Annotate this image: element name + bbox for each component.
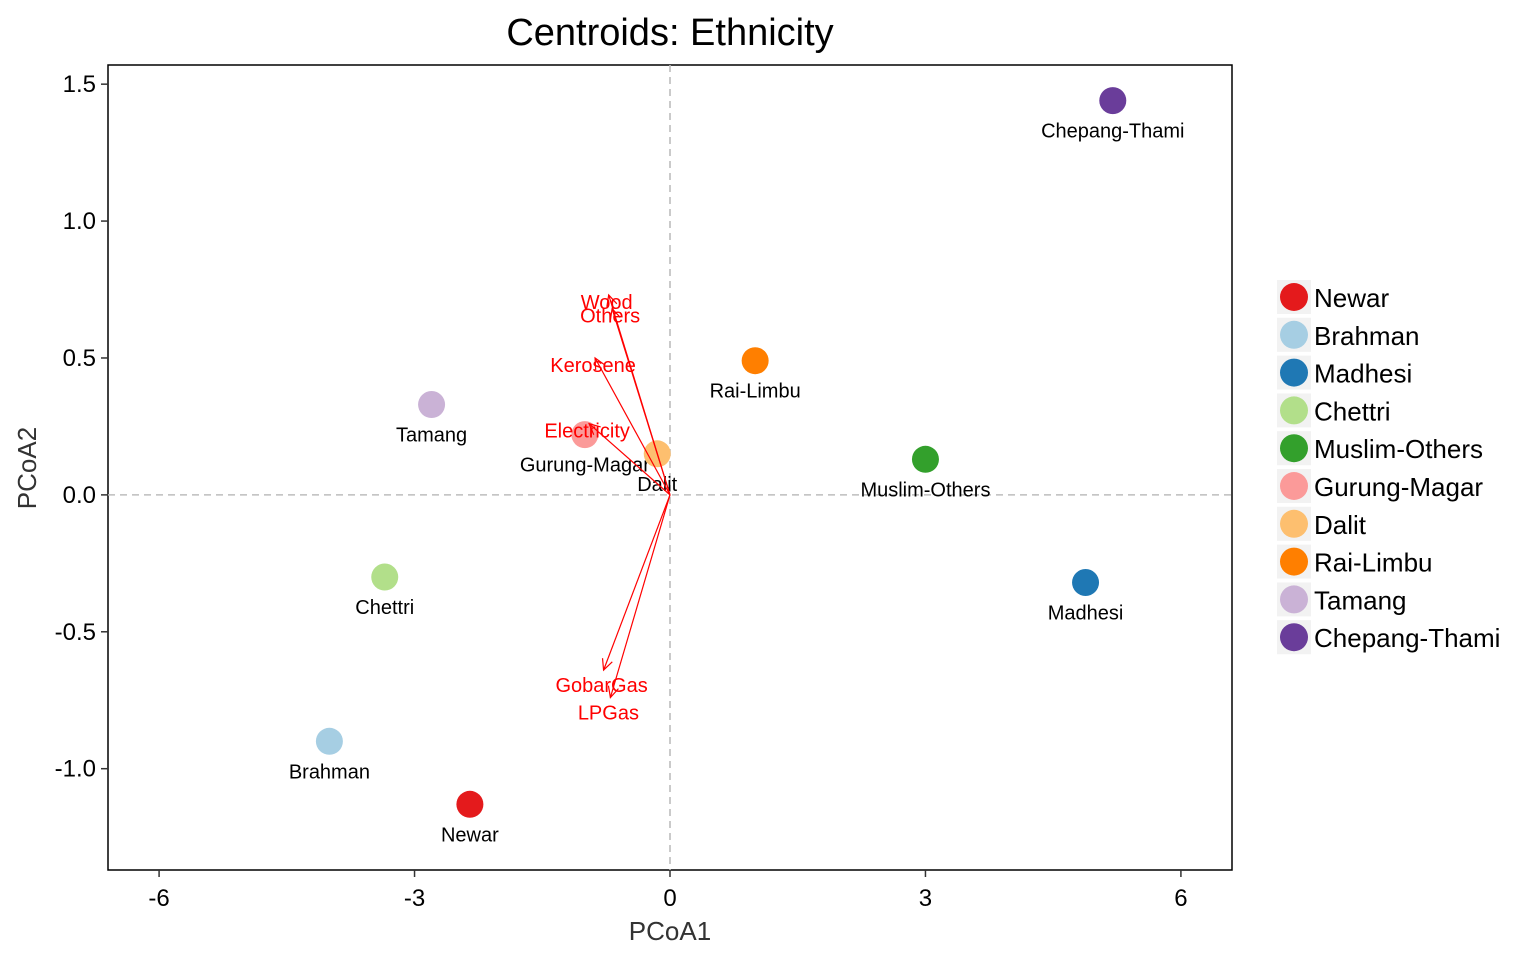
legend-label-brahman: Brahman: [1314, 321, 1420, 351]
legend-swatch-madhesi: [1280, 358, 1308, 387]
y-axis-title: PCoA2: [12, 427, 42, 509]
points: Newar Brahman Madhesi Chettri Muslim-Others G…: [289, 87, 1184, 846]
chart-title: Centroids: Ethnicity: [506, 12, 833, 54]
legend-label-rai-limbu: Rai-Limbu: [1314, 548, 1433, 578]
point-label-tamang: Tamang: [396, 425, 467, 447]
legend-label-chepang-thami: Chepang-Thami: [1314, 623, 1500, 653]
point-madhesi: [1072, 569, 1100, 596]
point-chettri: [371, 563, 399, 591]
legend: Newar Brahman Madhesi Chettri Muslim-Others G…: [1277, 280, 1500, 655]
point-label-chettri: Chettri: [355, 597, 414, 619]
point-rai-limbu: [741, 347, 769, 375]
legend-label-tamang: Tamang: [1314, 585, 1407, 615]
x-axis-title: PCoA1: [629, 916, 711, 946]
legend-swatch-chettri: [1280, 396, 1308, 425]
vector-arrowhead-gobargas: [601, 658, 613, 672]
point-muslim-others: [911, 445, 939, 473]
point-label-chepang-thami: Chepang-Thami: [1041, 121, 1184, 143]
legend-swatch-chepang-thami: [1280, 623, 1308, 652]
vector-lpgas: [609, 494, 671, 698]
y-axis: -1.0 -0.5 0.0 0.5 1.0 1.5: [55, 71, 108, 783]
vector-label-lpgas: LPGas: [578, 703, 639, 725]
vector-arrowhead-electricity: [588, 422, 601, 435]
vector-arrowhead-others: [609, 307, 621, 321]
point-tamang: [418, 391, 446, 419]
vector-label-electricity: Electricity: [544, 421, 630, 443]
legend-label-gurung-magar: Gurung-Magar: [1314, 472, 1483, 502]
point-gurung-magar: [571, 421, 599, 449]
vector-arrowhead-wood: [606, 293, 618, 307]
point-label-gurung-magar: Gurung-Magar: [520, 455, 650, 477]
point-label-newar: Newar: [441, 824, 499, 846]
x-tick-label: 0: [663, 885, 676, 912]
legend-label-madhesi: Madhesi: [1314, 359, 1412, 389]
point-newar: [456, 790, 484, 818]
vector-label-kerosene: Kerosene: [550, 355, 636, 377]
legend-swatch-newar: [1280, 283, 1308, 311]
legend-label-chettri: Chettri: [1314, 396, 1391, 426]
y-tick-label: 1.5: [63, 71, 96, 98]
x-tick-label: 6: [1174, 885, 1187, 912]
x-axis: -6 -3 0 3 6: [148, 870, 1188, 912]
legend-swatch-gurung-magar: [1280, 472, 1308, 500]
point-label-muslim-others: Muslim-Others: [860, 479, 990, 501]
reference-lines: [108, 65, 1232, 870]
point-label-dalit: Dalit: [637, 474, 677, 496]
point-chepang-thami: [1099, 87, 1127, 115]
vector-label-wood: Wood: [581, 292, 633, 314]
point-brahman: [315, 727, 343, 755]
vector-kerosene: [594, 357, 671, 496]
legend-swatch-rai-limbu: [1280, 547, 1308, 576]
x-tick-label: -3: [404, 885, 425, 912]
x-tick-label: -6: [148, 885, 169, 912]
vector-others: [611, 308, 671, 496]
vector-gobargas: [603, 494, 671, 671]
vector-arrowhead-kerosene: [594, 356, 606, 370]
legend-label-newar: Newar: [1314, 283, 1389, 313]
x-tick-label: 3: [919, 885, 932, 912]
legend-swatch-muslim-others: [1280, 434, 1308, 463]
point-label-madhesi: Madhesi: [1048, 603, 1124, 625]
legend-swatch-dalit: [1280, 509, 1308, 538]
y-tick-label: 0.0: [63, 482, 96, 509]
y-tick-label: 1.0: [63, 208, 96, 235]
vector-electricity: [588, 423, 671, 496]
point-label-rai-limbu: Rai-Limbu: [710, 381, 801, 403]
vector-arrowhead-lpgas: [607, 685, 619, 699]
legend-label-dalit: Dalit: [1314, 510, 1367, 540]
y-tick-label: -0.5: [55, 619, 96, 646]
vector-label-gobargas: GobarGas: [555, 675, 647, 697]
y-tick-label: -1.0: [55, 756, 96, 783]
y-tick-label: 0.5: [63, 345, 96, 372]
point-label-brahman: Brahman: [289, 761, 370, 783]
vector-label-others: Others: [580, 306, 640, 328]
legend-swatch-tamang: [1280, 585, 1308, 614]
legend-swatch-brahman: [1280, 320, 1308, 349]
legend-label-muslim-others: Muslim-Others: [1314, 434, 1483, 464]
